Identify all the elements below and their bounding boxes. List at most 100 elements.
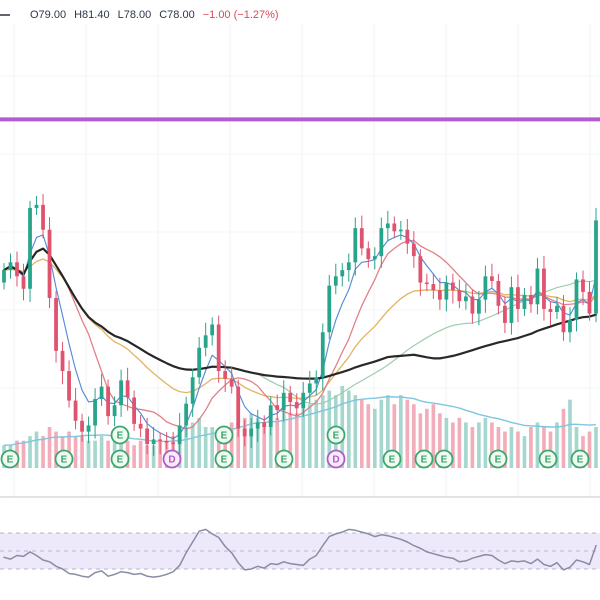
volume-bar xyxy=(366,404,371,468)
dividend-marker-label: D xyxy=(168,455,175,466)
volume-bar xyxy=(67,431,71,468)
volume-bar xyxy=(464,422,468,468)
volume-bar xyxy=(262,422,267,468)
volume-bar xyxy=(132,445,136,468)
volume-bar xyxy=(451,422,455,468)
legend-handle-icon[interactable] xyxy=(0,14,10,16)
earnings-marker-label: E xyxy=(221,431,228,442)
candle-body xyxy=(288,392,293,403)
earnings-marker[interactable]: E xyxy=(434,449,454,469)
earnings-marker[interactable]: E xyxy=(110,425,130,445)
volume-bar xyxy=(503,431,507,468)
candle-body xyxy=(177,425,182,445)
candle-body xyxy=(184,403,189,426)
volume-bar xyxy=(203,427,208,468)
rsi-line xyxy=(3,528,597,578)
candle-body xyxy=(327,285,332,333)
change-value: −1.00 (−1.27%) xyxy=(202,9,279,21)
candle-body xyxy=(112,405,117,417)
earnings-marker[interactable]: E xyxy=(54,449,74,469)
volume-bar xyxy=(301,408,306,468)
earnings-marker[interactable]: E xyxy=(538,449,558,469)
candle-body xyxy=(574,279,579,320)
event-markers[interactable]: E E E E D E E E D E E E E E E E xyxy=(0,425,590,469)
volume-bar xyxy=(223,427,228,468)
volume-bar xyxy=(54,431,58,468)
earnings-marker[interactable]: E xyxy=(110,449,130,469)
earnings-marker[interactable]: E xyxy=(570,449,590,469)
earnings-marker[interactable]: E xyxy=(382,449,402,469)
candle-body xyxy=(516,287,520,309)
volume-bar xyxy=(470,427,475,468)
candle-body xyxy=(15,262,19,277)
volume-bar xyxy=(483,417,488,468)
volume-bar xyxy=(405,399,410,468)
earnings-marker[interactable]: E xyxy=(0,449,20,469)
volume-bar xyxy=(353,395,358,468)
volume-bar xyxy=(399,395,403,468)
earnings-marker[interactable]: E xyxy=(326,425,346,445)
candle-body xyxy=(320,332,325,378)
candle-body xyxy=(372,256,377,260)
candle-body xyxy=(2,270,6,283)
volume-bar xyxy=(496,427,501,468)
volume-bar xyxy=(490,422,494,468)
candle-body xyxy=(314,377,319,384)
volume-bar xyxy=(151,445,156,468)
volume-bar xyxy=(418,413,423,468)
volume-bar xyxy=(542,427,546,468)
candle-body xyxy=(171,442,176,445)
volume-bar xyxy=(255,417,260,468)
candle-body xyxy=(405,229,410,244)
earnings-marker[interactable]: E xyxy=(214,449,234,469)
dividend-marker[interactable]: D xyxy=(162,449,182,469)
candle-body xyxy=(535,268,540,305)
earnings-marker-label: E xyxy=(577,455,584,466)
candle-body xyxy=(509,287,514,323)
candle-body xyxy=(255,422,260,429)
dividend-marker[interactable]: D xyxy=(326,449,346,469)
earnings-marker-label: E xyxy=(7,455,14,466)
candle-body xyxy=(262,422,267,427)
volume-bar xyxy=(412,404,416,468)
earnings-marker[interactable]: E xyxy=(274,449,294,469)
candle-body xyxy=(145,428,150,445)
candle-body xyxy=(28,207,32,289)
moving-average-red xyxy=(3,239,597,430)
earnings-marker-circle-icon xyxy=(382,449,402,469)
candle-body xyxy=(249,428,254,437)
candle-body xyxy=(34,204,39,208)
candle-body xyxy=(73,400,78,421)
candle-body xyxy=(216,324,221,372)
volume-bar xyxy=(34,431,39,468)
volume-bar xyxy=(372,408,377,468)
volume-bar xyxy=(587,431,592,468)
earnings-marker[interactable]: E xyxy=(214,425,234,445)
moving-averages xyxy=(2,234,598,440)
candle-body xyxy=(197,347,202,378)
volume-bar xyxy=(288,413,293,468)
candle-body xyxy=(366,248,371,260)
volume-bar xyxy=(425,408,429,468)
volume-bar xyxy=(535,422,540,468)
volume-bar xyxy=(574,427,579,468)
earnings-marker-circle-icon xyxy=(434,449,454,469)
candle-body xyxy=(483,276,488,300)
candle-body xyxy=(99,386,104,400)
candle-body xyxy=(138,423,143,429)
candle-body xyxy=(411,243,416,257)
volume-bar xyxy=(457,417,462,468)
earnings-marker[interactable]: E xyxy=(488,449,508,469)
earnings-marker[interactable]: E xyxy=(414,449,434,469)
candle-body xyxy=(229,378,234,387)
earnings-marker-label: E xyxy=(117,455,124,466)
candle-body xyxy=(223,371,228,379)
volume-bar xyxy=(320,395,325,468)
candle-body xyxy=(587,291,592,314)
volume-bar xyxy=(594,427,598,468)
volume-bar xyxy=(275,417,280,468)
volume-bar xyxy=(340,386,345,468)
candle-body xyxy=(301,392,306,409)
